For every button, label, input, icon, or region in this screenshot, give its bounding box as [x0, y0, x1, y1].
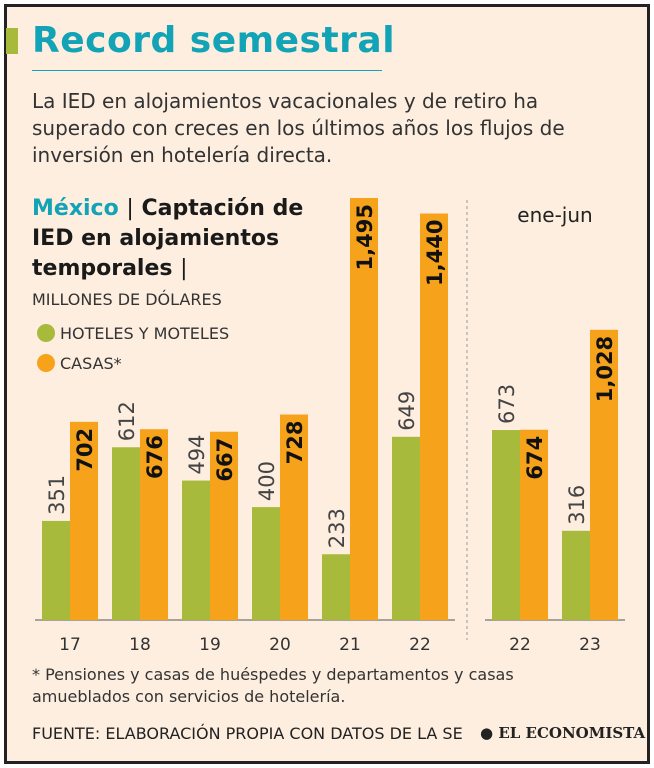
- value-label: 667: [213, 438, 237, 482]
- bar: [322, 554, 350, 620]
- value-label: 316: [565, 485, 589, 525]
- bar: [520, 429, 548, 620]
- value-label: 233: [325, 508, 349, 548]
- value-label: 728: [283, 421, 307, 465]
- bar: [140, 429, 168, 620]
- bar: [210, 431, 238, 620]
- x-tick-label: 18: [129, 635, 151, 655]
- x-tick-label: 17: [59, 635, 81, 655]
- title: Record semestral: [32, 20, 396, 61]
- x-tick-label: 23: [579, 635, 601, 655]
- unit: MILLONES DE DÓLARES: [32, 290, 222, 309]
- chart-title: Captación de IED en alojamientos tempora…: [32, 196, 304, 281]
- panel-title: ene-jun: [517, 203, 592, 227]
- x-tick-label: 22: [409, 635, 431, 655]
- x-tick-label: 20: [269, 635, 291, 655]
- source: FUENTE: ELABORACIÓN PROPIA CON DATOS DE …: [32, 724, 463, 743]
- legend-swatch: [37, 354, 55, 372]
- brand: ● EL ECONOMISTA: [480, 724, 646, 742]
- legend-swatch: [37, 324, 55, 342]
- value-label: 351: [45, 475, 69, 515]
- legend-label: HOTELES Y MOTELES: [60, 324, 229, 343]
- brand-name: EL ECONOMISTA: [498, 724, 646, 742]
- bar: [182, 480, 210, 620]
- region: México: [32, 196, 119, 221]
- bar: [42, 520, 70, 620]
- bar: [492, 430, 520, 620]
- note: * Pensiones y casas de huéspedes y depar…: [32, 665, 514, 706]
- bar: [350, 198, 378, 620]
- x-tick-label: 22: [509, 635, 531, 655]
- bar: [70, 421, 98, 620]
- title-rule: [32, 70, 382, 71]
- value-label: 649: [395, 391, 419, 431]
- x-tick-label: 19: [199, 635, 221, 655]
- x-tick-label: 21: [339, 635, 361, 655]
- value-label: 702: [73, 428, 97, 472]
- value-label: 674: [523, 436, 547, 480]
- frame: [4, 4, 650, 764]
- value-label: 494: [185, 434, 209, 474]
- value-label: 612: [115, 401, 139, 441]
- legend-label: CASAS*: [60, 354, 122, 373]
- chart-heading: México | Captación de IED en alojamiento…: [32, 196, 304, 281]
- value-label: 676: [143, 435, 167, 479]
- value-label: 673: [495, 384, 519, 424]
- bar: [590, 329, 618, 620]
- bar: [392, 436, 420, 620]
- bar: [252, 507, 280, 620]
- bar: [280, 414, 308, 620]
- bar: [562, 530, 590, 620]
- value-label: 1,440: [423, 220, 447, 286]
- title-mark: [6, 28, 18, 54]
- bar: [112, 447, 140, 620]
- subtitle: La IED en alojamientos vacacionales y de…: [32, 89, 565, 167]
- value-label: 1,028: [593, 336, 617, 402]
- value-label: 400: [255, 461, 279, 501]
- bar: [420, 213, 448, 620]
- value-label: 1,495: [353, 204, 377, 270]
